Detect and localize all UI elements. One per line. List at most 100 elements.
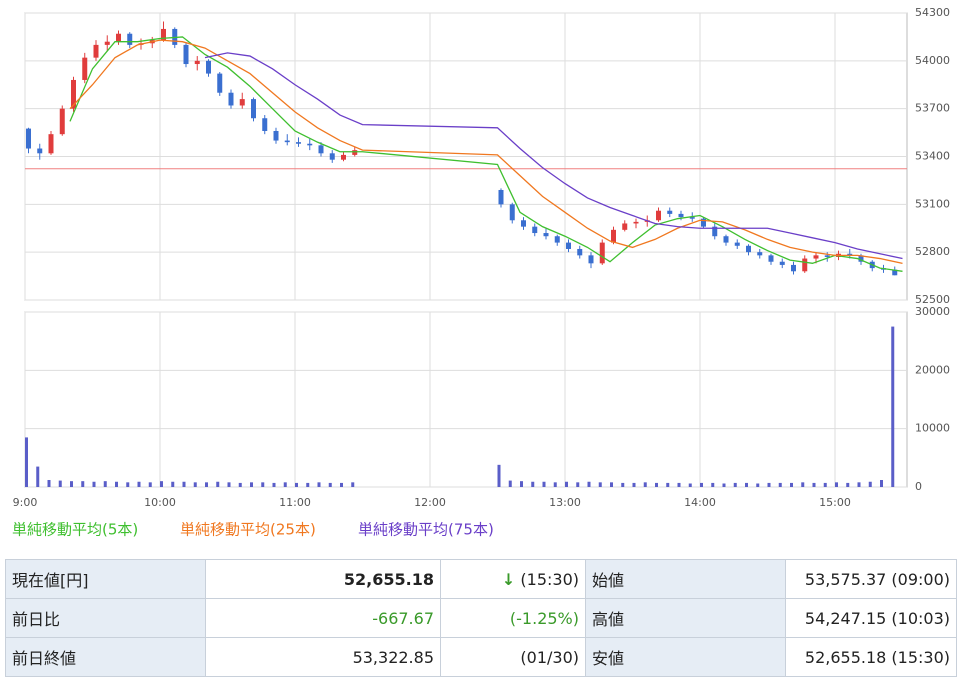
- candle-body: [543, 233, 549, 237]
- volume-bar: [328, 482, 332, 487]
- candle-body: [318, 145, 324, 154]
- candle-body: [116, 33, 121, 42]
- volume-bar: [823, 482, 827, 487]
- value: (01/30): [440, 637, 586, 677]
- volume-bar: [508, 480, 512, 487]
- candle-body: [498, 189, 504, 205]
- candle-body: [892, 269, 898, 276]
- volume-bar: [36, 466, 40, 487]
- volume-bar: [553, 482, 557, 487]
- y-tick-label: 52500: [915, 293, 950, 306]
- candle-body: [104, 41, 110, 45]
- x-tick-label: 10:00: [144, 496, 176, 509]
- volume-bar: [790, 482, 793, 487]
- volume-bar: [115, 481, 118, 487]
- candle-body: [611, 229, 616, 243]
- candle-body: [678, 213, 684, 218]
- x-tick-label: 11:00: [279, 496, 311, 509]
- candle-body: [239, 99, 245, 106]
- candle-body: [779, 261, 785, 265]
- volume-bar: [92, 481, 96, 487]
- volume-bar: [745, 482, 748, 487]
- value: 53,322.85: [205, 637, 441, 677]
- value: (-1.25%): [440, 598, 586, 638]
- volume-bar: [182, 481, 186, 487]
- label: 安値: [585, 637, 786, 677]
- volume-bar: [295, 482, 298, 487]
- value: -667.67: [205, 598, 441, 638]
- candle-body: [183, 44, 189, 65]
- candle-body: [127, 33, 133, 45]
- volume-bar: [47, 480, 51, 487]
- candle-body: [757, 252, 763, 256]
- y-tick-label: 54000: [915, 54, 950, 67]
- candle-body: [262, 118, 268, 131]
- volume-bar: [81, 481, 85, 487]
- candle-body: [284, 140, 290, 143]
- volume-bar: [610, 482, 613, 487]
- candle-body: [667, 210, 673, 214]
- y-tick-label: 30000: [915, 305, 950, 318]
- volume-bar: [688, 483, 692, 487]
- volume-bar: [148, 482, 152, 487]
- volume-bar: [160, 481, 163, 487]
- volume-bar: [283, 482, 287, 487]
- volume-bar: [171, 481, 175, 487]
- volume-bar: [261, 482, 265, 487]
- label: 前日終値: [5, 637, 206, 677]
- candle-body: [509, 204, 515, 221]
- legend-label: 単純移動平均(75本): [358, 521, 494, 539]
- x-tick-label: 15:00: [819, 496, 851, 509]
- time: (15:30): [520, 569, 579, 589]
- candle-body: [791, 264, 796, 272]
- volume-bar: [70, 481, 73, 487]
- label: 始値: [585, 559, 786, 599]
- row: 前日比 -667.67 (-1.25%) 高値 54,247.15 (10:03…: [5, 598, 957, 638]
- candle-body: [847, 253, 853, 256]
- row: 現在値[円] 52,655.18 ↓ (15:30) 始値 53,575.37 …: [5, 559, 957, 599]
- legend-label: 単純移動平均(25本): [180, 521, 316, 539]
- volume-bar: [733, 482, 737, 487]
- volume-bar: [868, 481, 872, 487]
- volume-bar: [520, 481, 523, 487]
- volume-bar: [655, 482, 658, 487]
- candle-body: [566, 242, 571, 249]
- candle-body: [217, 73, 223, 93]
- volume-bar: [632, 482, 636, 487]
- volume-bar: [891, 326, 895, 487]
- volume-bar: [193, 482, 197, 487]
- candle-body: [723, 236, 729, 243]
- volume-bar: [306, 482, 310, 487]
- chart: 52500 52800 53100 53400 53700 54000 54300 単純移動平…: [12, 6, 950, 539]
- candle-body: [341, 154, 346, 160]
- candle-body: [194, 60, 200, 65]
- volume-bar: [238, 482, 242, 487]
- candle-body: [734, 242, 740, 246]
- candle-body: [251, 99, 256, 119]
- volume-bar: [643, 482, 647, 487]
- volume-bar: [250, 482, 253, 487]
- volume-bar: [778, 482, 782, 487]
- x-tick-label: 14:00: [684, 496, 716, 509]
- candle-body: [532, 226, 538, 234]
- volume-bar: [565, 481, 568, 487]
- volume-bar: [700, 482, 703, 487]
- volume-bar: [857, 482, 861, 487]
- volume-bar: [25, 437, 28, 487]
- volume-bar: [205, 482, 208, 487]
- y-tick-label: 53100: [915, 197, 950, 210]
- label: 高値: [585, 598, 786, 638]
- candle-body: [48, 134, 54, 154]
- value: 53,575.37 (09:00): [785, 559, 957, 599]
- volume-bar: [835, 482, 838, 487]
- volume-bar: [227, 482, 231, 487]
- volume-bar: [340, 482, 343, 487]
- volume-bar: [767, 482, 771, 487]
- candle-body: [633, 221, 639, 224]
- y-tick-label: 52800: [915, 245, 950, 258]
- candle-body: [161, 28, 166, 41]
- volume-bar: [711, 482, 715, 487]
- volume-bar: [58, 480, 62, 487]
- volume-bar: [621, 482, 625, 487]
